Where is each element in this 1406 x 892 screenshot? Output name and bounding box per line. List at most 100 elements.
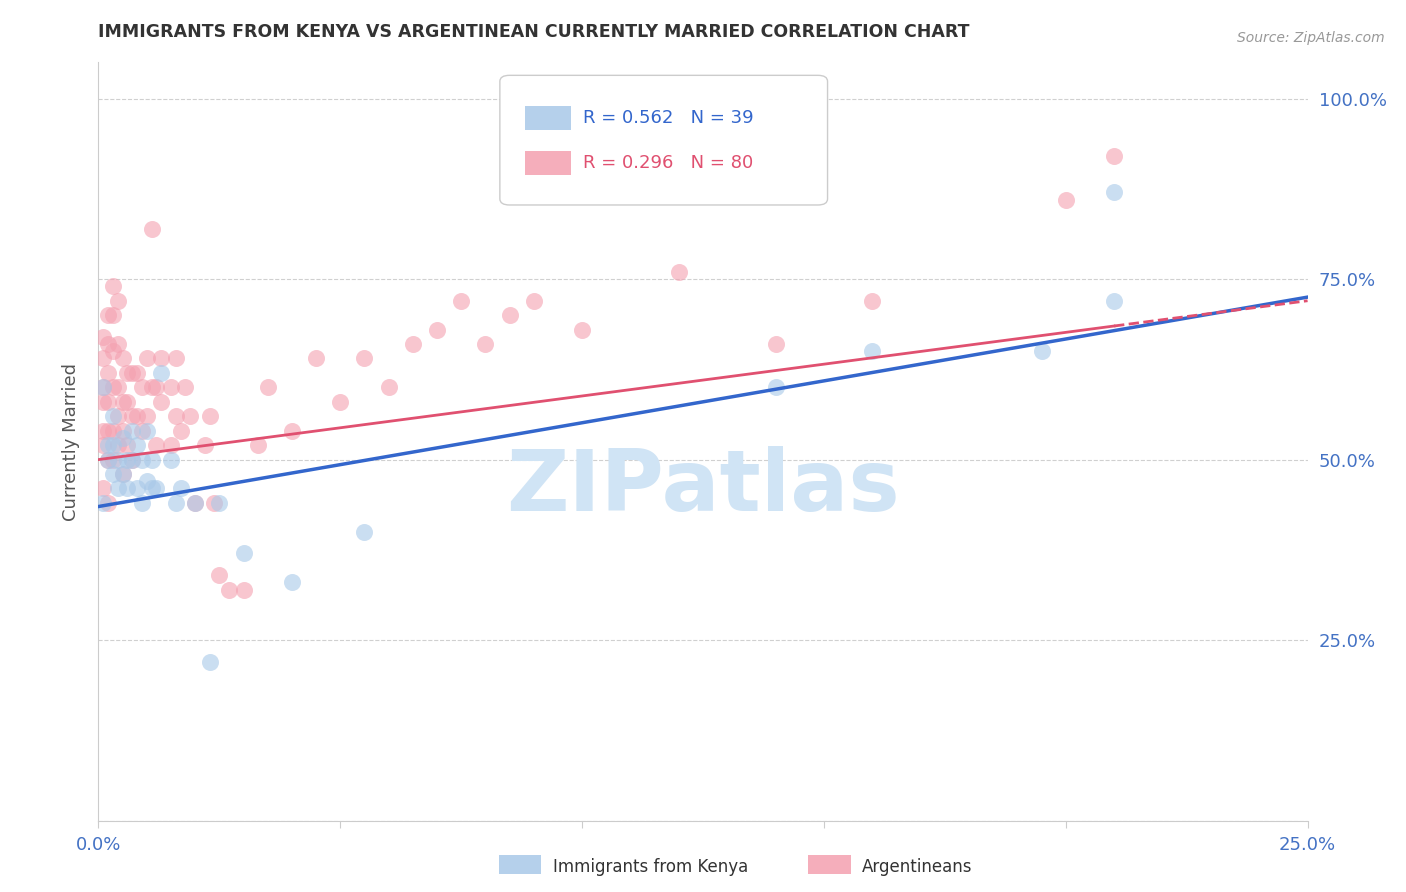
Point bbox=[169, 482, 191, 496]
Point bbox=[150, 366, 173, 380]
Point bbox=[127, 366, 149, 380]
Point bbox=[377, 380, 399, 394]
Point bbox=[97, 424, 120, 438]
Point bbox=[101, 467, 124, 481]
Point bbox=[107, 438, 129, 452]
Point bbox=[1102, 293, 1125, 308]
Point bbox=[184, 496, 207, 510]
Point bbox=[117, 452, 139, 467]
Point bbox=[256, 380, 278, 394]
Text: IMMIGRANTS FROM KENYA VS ARGENTINEAN CURRENTLY MARRIED CORRELATION CHART: IMMIGRANTS FROM KENYA VS ARGENTINEAN CUR… bbox=[98, 23, 970, 41]
Point bbox=[498, 308, 520, 322]
FancyBboxPatch shape bbox=[526, 105, 571, 130]
Point bbox=[97, 496, 120, 510]
Point bbox=[281, 575, 304, 590]
Point bbox=[145, 380, 167, 394]
Point bbox=[329, 394, 352, 409]
Point bbox=[131, 380, 153, 394]
Point bbox=[765, 380, 787, 394]
Point bbox=[111, 467, 134, 481]
FancyBboxPatch shape bbox=[501, 75, 828, 205]
Point bbox=[91, 424, 114, 438]
Point bbox=[131, 452, 153, 467]
Point bbox=[145, 438, 167, 452]
Point bbox=[1102, 186, 1125, 200]
Point bbox=[353, 524, 375, 539]
Point bbox=[523, 293, 546, 308]
Point bbox=[101, 279, 124, 293]
Point bbox=[305, 351, 328, 366]
Point bbox=[117, 438, 139, 452]
Point bbox=[247, 438, 270, 452]
Point bbox=[91, 380, 114, 394]
Point bbox=[97, 452, 120, 467]
Point bbox=[97, 337, 120, 351]
Point bbox=[127, 409, 149, 424]
Point bbox=[107, 482, 129, 496]
Point bbox=[1031, 344, 1053, 359]
Point bbox=[97, 452, 120, 467]
Point bbox=[141, 221, 163, 235]
Point bbox=[160, 380, 183, 394]
Point bbox=[135, 409, 157, 424]
Point bbox=[204, 496, 226, 510]
Text: R = 0.296   N = 80: R = 0.296 N = 80 bbox=[583, 154, 754, 172]
Text: Source: ZipAtlas.com: Source: ZipAtlas.com bbox=[1237, 31, 1385, 45]
Point bbox=[141, 482, 163, 496]
Point bbox=[474, 337, 496, 351]
Point bbox=[860, 293, 883, 308]
Point bbox=[91, 438, 114, 452]
Point bbox=[131, 424, 153, 438]
Point bbox=[111, 394, 134, 409]
Point bbox=[101, 409, 124, 424]
Text: ZIPatlas: ZIPatlas bbox=[506, 445, 900, 529]
Point bbox=[107, 337, 129, 351]
Point bbox=[127, 438, 149, 452]
Point bbox=[141, 452, 163, 467]
Point bbox=[91, 351, 114, 366]
Point bbox=[1054, 193, 1077, 207]
Point bbox=[121, 366, 143, 380]
Point bbox=[353, 351, 375, 366]
Point bbox=[571, 323, 593, 337]
Point bbox=[117, 366, 139, 380]
Point bbox=[232, 582, 254, 597]
Point bbox=[121, 452, 143, 467]
Point bbox=[135, 424, 157, 438]
Point bbox=[1102, 149, 1125, 163]
Y-axis label: Currently Married: Currently Married bbox=[62, 362, 80, 521]
Point bbox=[169, 424, 191, 438]
Point bbox=[107, 380, 129, 394]
Text: Argentineans: Argentineans bbox=[862, 858, 973, 876]
Point bbox=[165, 351, 187, 366]
Point bbox=[97, 438, 120, 452]
Point bbox=[117, 394, 139, 409]
Point bbox=[165, 409, 187, 424]
Point bbox=[208, 568, 231, 582]
Point bbox=[101, 344, 124, 359]
Point bbox=[165, 496, 187, 510]
Point bbox=[150, 394, 173, 409]
Point bbox=[111, 467, 134, 481]
Point bbox=[402, 337, 425, 351]
Point bbox=[765, 337, 787, 351]
Point bbox=[208, 496, 231, 510]
Point bbox=[668, 265, 690, 279]
Text: Immigrants from Kenya: Immigrants from Kenya bbox=[553, 858, 748, 876]
Point bbox=[97, 308, 120, 322]
Point bbox=[91, 380, 114, 394]
Point bbox=[127, 482, 149, 496]
Point bbox=[121, 452, 143, 467]
Point bbox=[117, 482, 139, 496]
Point bbox=[107, 452, 129, 467]
Point bbox=[91, 330, 114, 344]
Point bbox=[101, 452, 124, 467]
Point bbox=[160, 438, 183, 452]
Point bbox=[218, 582, 240, 597]
Point bbox=[198, 655, 221, 669]
Point bbox=[860, 344, 883, 359]
Point bbox=[121, 424, 143, 438]
Point bbox=[91, 482, 114, 496]
Point bbox=[97, 366, 120, 380]
Point bbox=[281, 424, 304, 438]
